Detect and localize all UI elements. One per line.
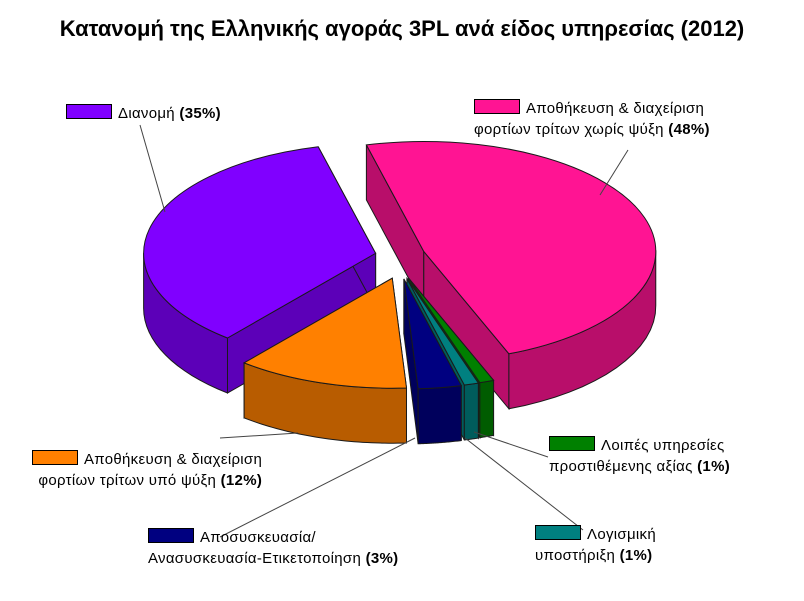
legend-text: Διανομή	[118, 105, 175, 122]
slice-outer-wall	[479, 379, 495, 439]
legend-text: φορτίων τρίτων υπό ψύξη	[38, 472, 217, 489]
legend-label-value-added-services: Λοιπές υπηρεσίες προστιθέμενης αξίας (1%…	[549, 435, 730, 477]
legend-value: (1%)	[697, 458, 731, 475]
legend-label-distribution: Διανομή (35%)	[66, 103, 221, 124]
legend-swatch	[535, 525, 581, 540]
leader-line	[464, 437, 584, 531]
pie-slice-0	[365, 140, 657, 411]
slice-top-face	[143, 146, 377, 339]
legend-value: (1%)	[619, 547, 653, 564]
legend-value: (12%)	[220, 472, 263, 489]
legend-value: (35%)	[179, 105, 221, 122]
legend-label-software-support: Λογισμική υποστήριξη (1%)	[535, 524, 656, 566]
slice-top-face	[408, 277, 495, 384]
chart-title: Κατανομή της Ελληνικής αγοράς 3PL ανά εί…	[59, 16, 745, 41]
legend-swatch	[549, 436, 595, 451]
legend-text: Αποθήκευση & διαχείριση	[84, 451, 263, 468]
legend-text: φορτίων τρίτων χωρίς ψύξη	[474, 121, 664, 138]
legend-label-repackaging: Αποσυσκευασία/ Ανασυσκευασία-Ετικετοποίη…	[148, 527, 398, 569]
slice-top-face	[403, 278, 463, 390]
legend-label-storage-no-refrigeration: Αποθήκευση & διαχείριση φορτίων τρίτων χ…	[474, 98, 710, 140]
legend-swatch	[474, 99, 520, 114]
leader-line	[139, 124, 166, 213]
pie-slice-3	[403, 278, 463, 445]
legend-text: υποστήριξη	[535, 547, 616, 564]
legend-text: προστιθέμενης αξίας	[549, 458, 693, 475]
legend-swatch	[66, 104, 112, 119]
slice-top-face	[406, 278, 480, 386]
leader-line	[473, 431, 549, 458]
slice-outer-wall	[463, 382, 479, 441]
legend-swatch	[148, 528, 194, 543]
leader-line	[599, 149, 629, 196]
legend-text: Λογισμική	[587, 526, 656, 543]
pie-slice-4	[242, 277, 408, 444]
legend-value: (3%)	[365, 550, 399, 567]
leader-line	[219, 432, 299, 439]
legend-text: Αποθήκευση & διαχείριση	[526, 100, 705, 117]
slice-top-face	[365, 140, 657, 355]
slice-outer-wall	[417, 385, 462, 445]
legend-value: (48%)	[668, 121, 710, 138]
legend-text: Ανασυσκευασία-Ετικετοποίηση	[148, 550, 362, 567]
legend-swatch	[32, 450, 78, 465]
legend-text: Αποσυσκευασία/	[200, 529, 316, 546]
legend-label-storage-refrigeration: Αποθήκευση & διαχείριση φορτίων τρίτων υ…	[32, 449, 262, 491]
leader-line	[219, 437, 416, 538]
slice-top-face	[242, 277, 408, 389]
legend-text: Λοιπές υπηρεσίες	[601, 437, 725, 454]
